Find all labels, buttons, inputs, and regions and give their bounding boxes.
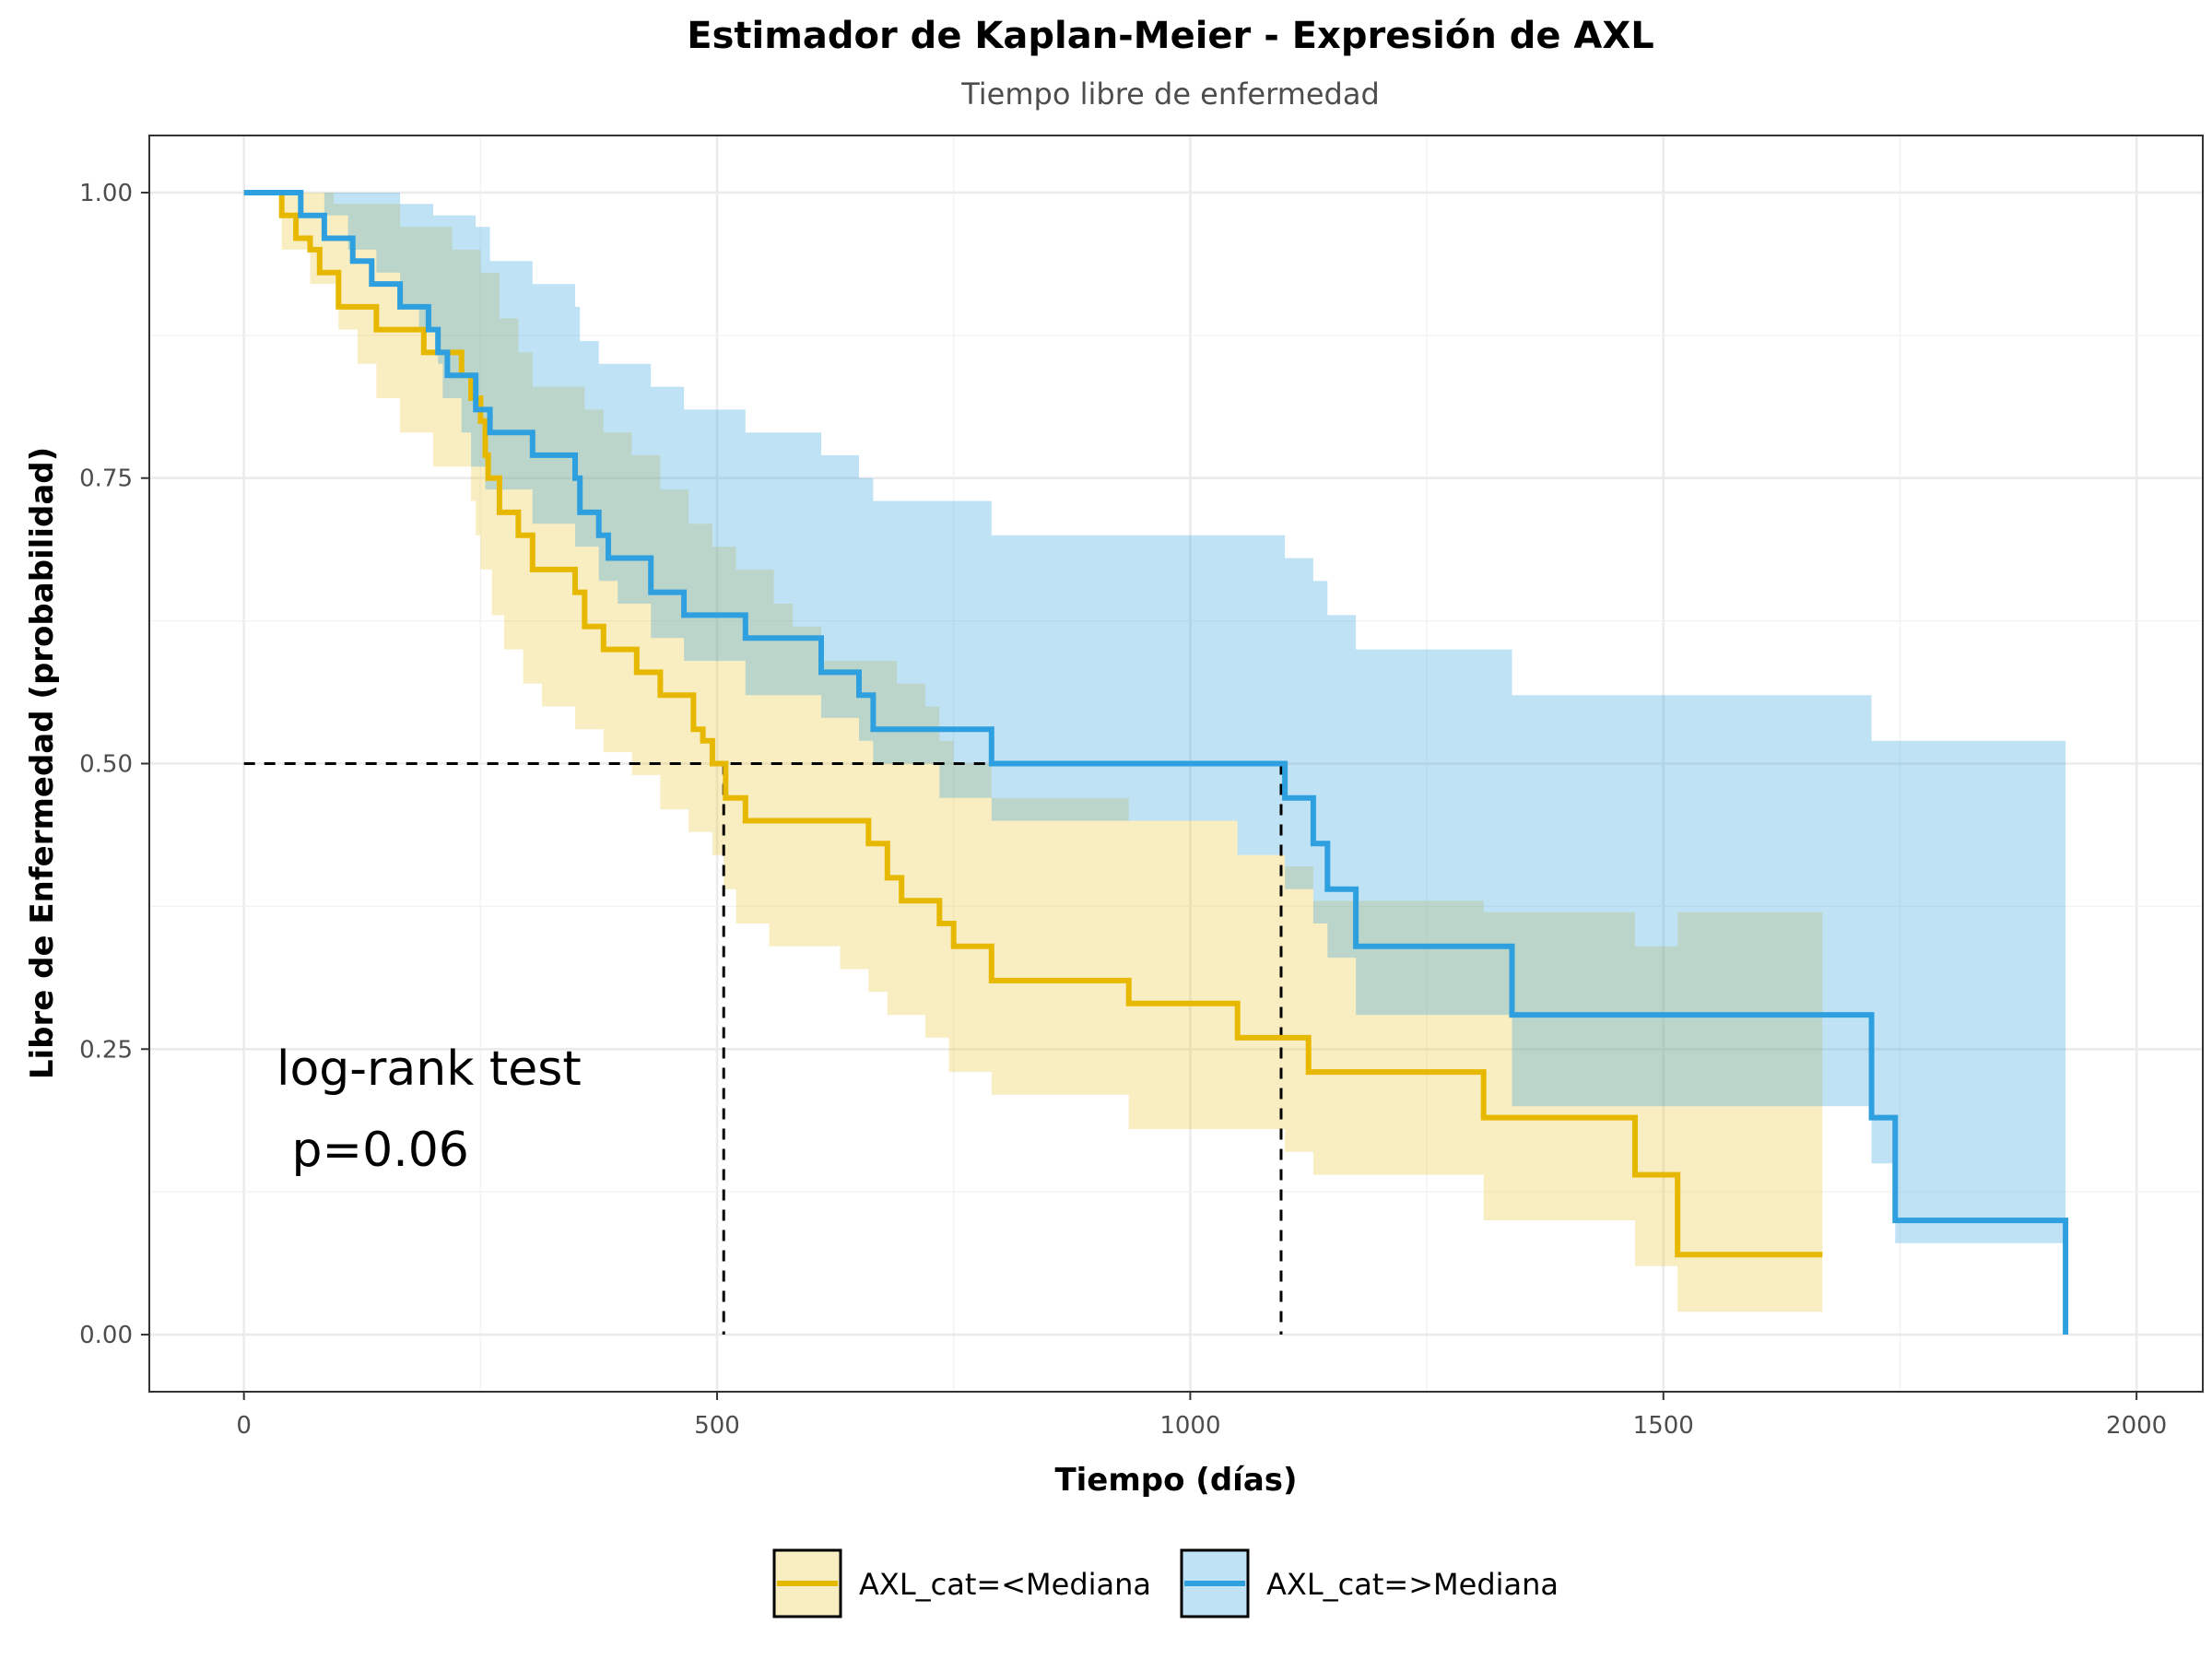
logrank-pvalue: p=0.06 [276, 1123, 469, 1178]
survival-curves [243, 190, 2069, 1335]
survival-line-1 [243, 190, 2069, 1335]
y-axis-label: Libre de Enfermedad (probabilidad) [24, 447, 61, 1079]
y-tick-label: 0.75 [79, 465, 133, 493]
legend: AXL_cat=<Mediana AXL_cat=>Mediana [772, 1548, 1559, 1618]
chart-subtitle: Tiempo libre de enfermedad [960, 76, 1380, 112]
x-axis: 0 500 1000 1500 2000 [236, 1392, 2167, 1440]
legend-label-0: AXL_cat=<Mediana [859, 1567, 1151, 1602]
x-tick-label: 1500 [1633, 1412, 1694, 1440]
x-axis-label: Tiempo (días) [1054, 1462, 1297, 1499]
y-tick-label: 0.00 [79, 1322, 133, 1349]
x-tick-label: 500 [694, 1412, 740, 1440]
survival-line-0 [243, 190, 1823, 1258]
x-tick-label: 1000 [1159, 1412, 1220, 1440]
y-tick-label: 0.25 [79, 1036, 133, 1064]
y-tick-label: 1.00 [79, 180, 133, 207]
ci-band-0 [243, 193, 1823, 1312]
legend-label-1: AXL_cat=>Mediana [1266, 1567, 1559, 1602]
x-tick-label: 2000 [2106, 1412, 2167, 1440]
x-tick-label: 0 [236, 1412, 252, 1440]
chart-title: Estimador de Kaplan-Meier - Expresión de… [687, 15, 1653, 57]
y-tick-label: 0.50 [79, 751, 133, 779]
median-lines [243, 762, 1283, 1335]
logrank-title: log-rank test [276, 1041, 582, 1097]
y-axis: 0.00 0.25 0.50 0.75 1.00 [79, 180, 149, 1349]
